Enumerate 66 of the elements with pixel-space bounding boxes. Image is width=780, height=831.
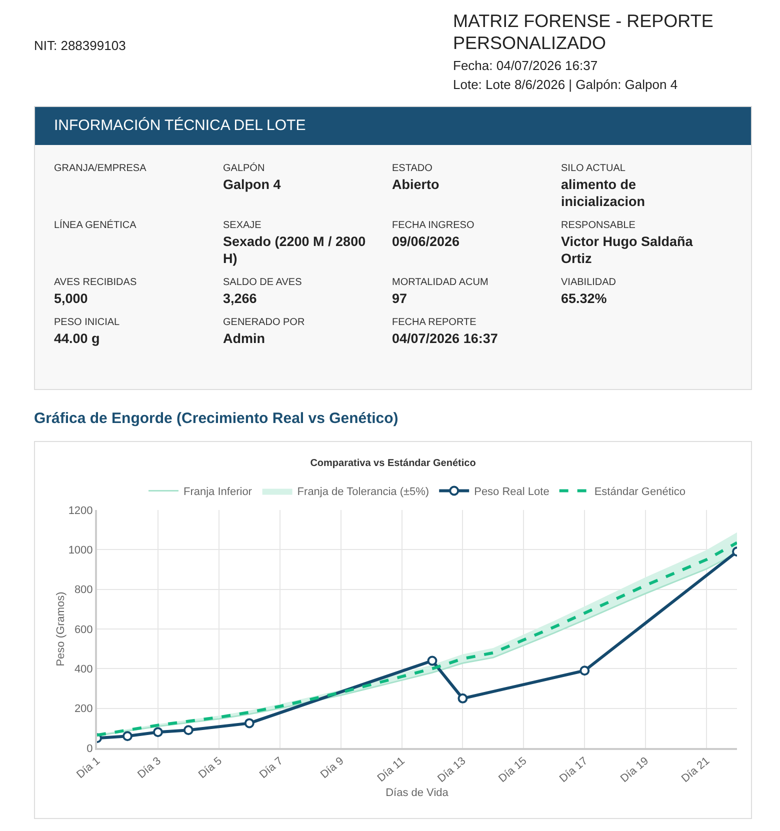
- y-axis-title: Peso (Gramos): [55, 592, 67, 666]
- x-tick-label: Día 7: [257, 755, 286, 782]
- x-tick-label: Día 19: [618, 755, 652, 786]
- point: [580, 666, 590, 676]
- chart-subtitle: Gráfica de Engorde (Crecimiento Real vs Genético): [34, 410, 398, 427]
- text: Galpon 4: [223, 176, 282, 193]
- text: Abierto: [392, 176, 440, 193]
- text: Victor Hugo Saldaña Ortiz: [561, 233, 694, 267]
- text: 65.32%: [561, 290, 608, 307]
- text: MATRIZ FORENSE - REPORTE PERSONALIZADO: [453, 10, 714, 54]
- y-tick-label: 1200: [68, 504, 93, 517]
- x-tick-label: Día 9: [318, 755, 346, 782]
- x-tick-label: Día 13: [436, 755, 468, 786]
- text: AVES RECIBIDAS: [54, 277, 138, 288]
- text: LÍNEA GENÉTICA: [54, 220, 138, 231]
- text: 09/06/2026: [392, 233, 461, 250]
- text: GRANJA/EMPRESA: [54, 163, 148, 174]
- point: [244, 718, 254, 728]
- text: SALDO DE AVES: [223, 277, 303, 288]
- chart-title: Comparativa vs Estándar Genético: [310, 458, 476, 469]
- x-tick-label: Día 1: [74, 755, 102, 782]
- text: SILO ACTUAL: [561, 163, 626, 174]
- y-tick-label: 200: [74, 703, 93, 716]
- y-tick-label: 600: [74, 624, 93, 636]
- text: VIABILIDAD: [561, 277, 618, 288]
- text: Fecha: 04/07/2026 16:37: [453, 58, 599, 73]
- x-tick-label: Día 17: [558, 755, 590, 786]
- text: FECHA REPORTE: [392, 317, 478, 328]
- x-tick-label: Día 11: [375, 755, 408, 785]
- legend-label: Peso Real Lote: [474, 486, 550, 498]
- text: 3,266: [223, 290, 258, 307]
- point: [122, 731, 132, 742]
- text: 04/07/2026 16:37: [392, 330, 499, 347]
- text: GENERADO POR: [223, 317, 306, 328]
- y-tick-label: 800: [74, 584, 93, 596]
- text: 44.00 g: [54, 330, 101, 347]
- x-tick-label: Día 5: [196, 755, 224, 782]
- x-tick-label: Día 3: [136, 755, 164, 782]
- text: 97: [392, 290, 408, 307]
- text: 5,000: [54, 290, 89, 307]
- text: Lote: Lote 8/6/2026 | Galpón: Galpon 4: [453, 77, 679, 92]
- text: FECHA INGRESO: [392, 220, 476, 231]
- text: RESPONSABLE: [561, 220, 636, 231]
- text: SEXAJE: [223, 220, 262, 231]
- text: Admin: [223, 330, 266, 347]
- text: alimento de inicializacion: [561, 176, 646, 210]
- y-tick-label: 400: [74, 664, 93, 676]
- text: MORTALIDAD ACUM: [392, 277, 490, 288]
- text: Sexado (2200 M / 2800 H): [223, 233, 367, 267]
- legend-label: Estándar Genético: [594, 486, 686, 498]
- legend-label: Franja Inferior: [184, 486, 252, 498]
- text: GALPÓN: [223, 163, 266, 174]
- point: [427, 656, 438, 666]
- y-tick-label: 1000: [68, 544, 93, 557]
- point: [458, 693, 468, 704]
- text: NIT: 288399103: [34, 38, 126, 53]
- x-tick-label: Día 21: [679, 755, 712, 786]
- text: INFORMACIÓN TÉCNICA DEL LOTE: [35, 107, 751, 145]
- point: [152, 727, 163, 738]
- y-tick-label: 0: [86, 742, 93, 755]
- legend-label: Franja de Tolerancia (±5%): [297, 486, 430, 498]
- x-axis-title: Días de Vida: [386, 787, 450, 800]
- text: PESO INICIAL: [54, 317, 121, 328]
- point: [183, 725, 194, 736]
- x-tick-label: Día 15: [496, 755, 530, 786]
- text: ESTADO: [392, 163, 434, 174]
